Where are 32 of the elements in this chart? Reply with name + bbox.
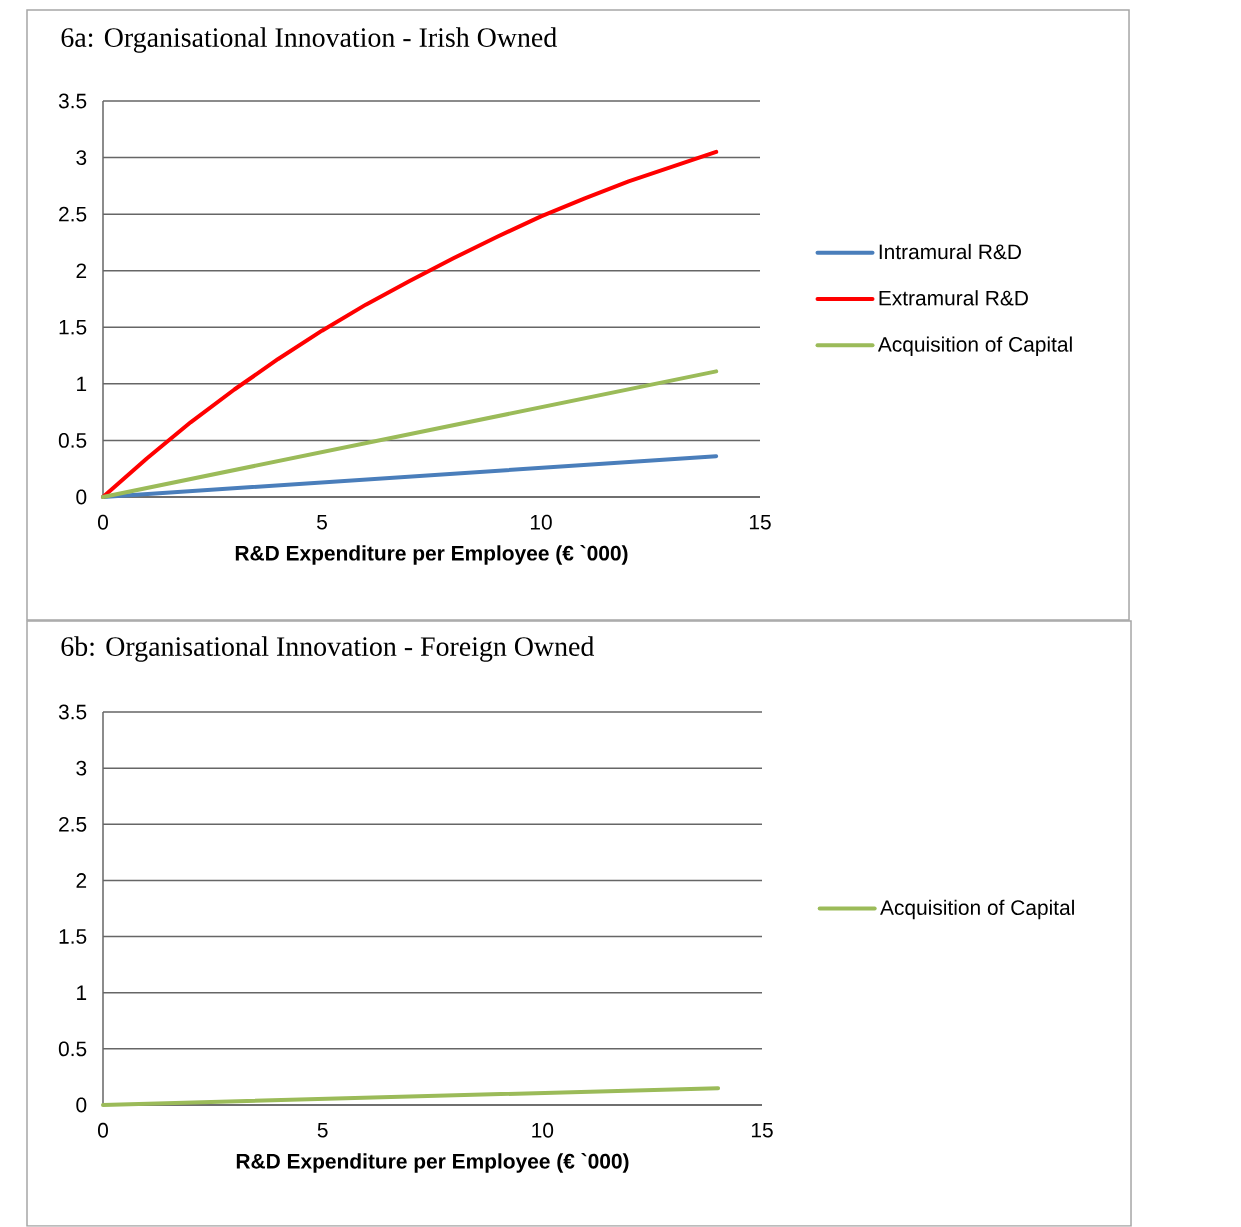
- x-tick-label: 5: [317, 515, 327, 530]
- y-tick-label: 2.5: [59, 817, 87, 832]
- x-tick-label: 15: [751, 1123, 773, 1138]
- y-tick-label: 2: [76, 263, 87, 279]
- y-tick-label: 0: [76, 489, 87, 505]
- y-tick-label: 0: [76, 1097, 87, 1113]
- legend-label: Intramural R&D: [879, 244, 1021, 260]
- legend-label: Acquisition of Capital: [880, 899, 1074, 920]
- y-tick-label: 2.5: [59, 206, 87, 222]
- y-tick-label: 2: [76, 873, 87, 888]
- y-tick-label: 0.5: [58, 1041, 87, 1057]
- x-tick-label: 10: [530, 514, 552, 530]
- x-tick-label: 0: [97, 514, 108, 530]
- chart-title: 6b: Organisational Innovation - Foreign Owned: [61, 636, 595, 662]
- y-tick-label: 1: [77, 985, 87, 1001]
- y-tick-label: 3: [76, 760, 87, 776]
- x-tick-label: 5: [317, 1123, 328, 1138]
- chart-title: 6a: Organisational Innovation - Irish Owned: [61, 27, 557, 53]
- y-tick-label: 1.5: [59, 320, 87, 335]
- x-axis-title: R&D Expenditure per Employee (€ `000): [236, 1153, 629, 1173]
- x-tick-label: 0: [97, 1122, 108, 1138]
- legend-label: Acquisition of Capital: [877, 336, 1072, 357]
- x-axis-title: R&D Expenditure per Employee (€ `000): [235, 545, 628, 565]
- y-tick-label: 3.5: [58, 93, 87, 109]
- x-tick-label: 10: [532, 1122, 554, 1138]
- y-tick-label: 1: [77, 376, 87, 392]
- y-tick-label: 1.5: [59, 929, 87, 944]
- y-tick-label: 3: [76, 150, 87, 166]
- y-tick-label: 3.5: [58, 704, 87, 720]
- legend-label: Extramural R&D: [879, 290, 1028, 306]
- y-tick-label: 0.5: [58, 433, 87, 448]
- x-tick-label: 15: [749, 515, 771, 530]
